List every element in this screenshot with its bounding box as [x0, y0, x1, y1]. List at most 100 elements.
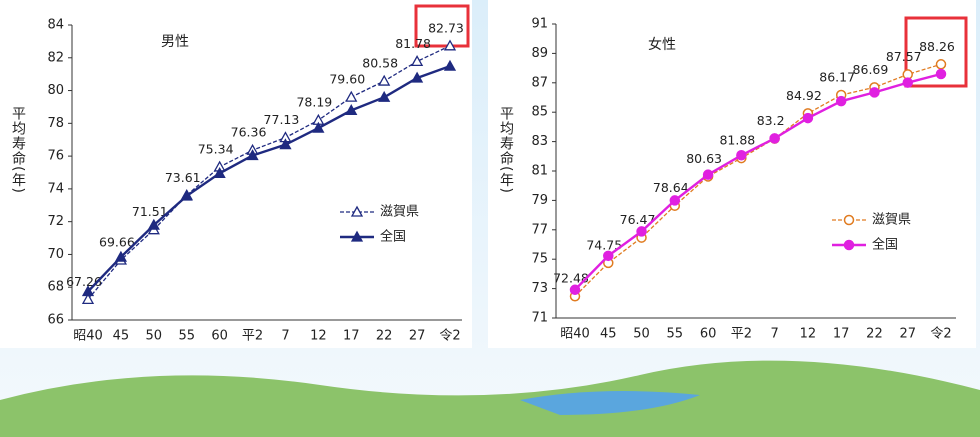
x-tick-label: 50: [633, 327, 650, 342]
data-point: [180, 189, 193, 201]
data-label: 76.36: [231, 125, 267, 140]
y-axis-title: 平均寿命(年): [10, 106, 26, 194]
data-label: 77.13: [264, 112, 300, 127]
y-tick-label: 72: [47, 214, 64, 229]
data-point: [81, 293, 95, 304]
legend-marker: [350, 230, 364, 242]
legend-label: 滋賀県: [380, 205, 419, 220]
x-tick-label: 7: [770, 327, 778, 342]
data-point: [769, 133, 780, 144]
panel: [0, 0, 472, 348]
highlight-box: [414, 4, 470, 48]
series-line: [574, 72, 942, 291]
data-label: 69.66: [99, 235, 135, 250]
data-point: [246, 149, 259, 161]
data-point: [81, 285, 95, 297]
y-tick-label: 75: [531, 252, 548, 267]
data-point: [902, 77, 913, 88]
x-tick-label: 平2: [731, 327, 752, 342]
data-point: [935, 59, 947, 70]
data-label: 78.64: [653, 180, 689, 195]
y-tick-label: 68: [47, 280, 64, 295]
legend-marker: [350, 205, 364, 217]
data-label: 83.2: [757, 113, 785, 128]
data-point: [378, 74, 391, 86]
data-point: [869, 87, 880, 98]
x-tick-label: 平2: [242, 329, 263, 344]
legend-marker: [843, 214, 855, 226]
y-tick-label: 73: [531, 281, 548, 296]
y-tick-label: 80: [47, 83, 64, 98]
chart-title: 男性: [161, 34, 189, 50]
x-tick-label: 27: [899, 327, 916, 342]
data-point: [669, 195, 681, 206]
data-label: 86.17: [819, 70, 855, 85]
data-point: [279, 138, 292, 150]
data-point: [378, 90, 391, 102]
x-tick-label: 令2: [439, 329, 460, 344]
y-tick-label: 91: [531, 17, 548, 32]
data-label: 86.69: [853, 62, 889, 77]
data-point: [835, 95, 847, 107]
x-tick-label: 7: [281, 329, 289, 344]
x-tick-label: 60: [700, 327, 717, 342]
legend-marker: [843, 239, 855, 251]
data-label: 75.34: [198, 141, 234, 156]
data-label: 76.47: [620, 212, 656, 227]
data-label: 71.51: [132, 204, 168, 219]
data-label: 80.58: [362, 56, 398, 71]
x-tick-label: 昭40: [560, 327, 590, 342]
x-tick-label: 27: [409, 329, 426, 344]
x-tick-label: 55: [667, 327, 684, 342]
y-tick-label: 84: [47, 18, 64, 33]
data-label: 74.75: [586, 237, 622, 252]
legend-label: 全国: [872, 237, 898, 253]
y-tick-label: 83: [531, 134, 548, 149]
data-point: [935, 68, 947, 80]
data-point: [345, 104, 358, 116]
x-tick-label: 令2: [930, 327, 951, 342]
data-label: 73.61: [165, 170, 201, 185]
data-point: [569, 284, 581, 296]
y-tick-label: 87: [531, 75, 548, 90]
data-label: 88.26: [919, 39, 955, 54]
x-tick-label: 昭40: [73, 329, 103, 344]
x-tick-label: 45: [113, 329, 130, 344]
y-tick-label: 76: [47, 149, 64, 164]
y-tick-label: 77: [531, 222, 548, 237]
series-line: [574, 63, 942, 297]
data-label: 82.73: [428, 20, 464, 35]
y-tick-label: 79: [531, 193, 548, 208]
lake: [520, 391, 700, 415]
hill: [0, 360, 980, 437]
data-point: [410, 55, 424, 67]
series-line: [87, 65, 451, 293]
series-line: [87, 45, 451, 300]
data-label: 78.19: [296, 95, 332, 110]
legend-label: 全国: [380, 229, 406, 245]
data-label: 72.48: [553, 271, 589, 286]
legend-label: 滋賀県: [872, 213, 911, 228]
data-point: [213, 166, 226, 178]
data-point: [114, 250, 128, 262]
x-tick-label: 22: [376, 329, 393, 344]
data-label: 79.60: [329, 72, 365, 87]
data-point: [802, 112, 814, 124]
data-point: [443, 59, 457, 71]
chart-title: 女性: [648, 36, 676, 53]
x-tick-label: 17: [343, 329, 360, 344]
data-point: [147, 218, 160, 230]
y-axis-title: 平均寿命(年): [498, 106, 514, 194]
y-tick-label: 85: [531, 105, 548, 120]
y-tick-label: 66: [47, 313, 64, 328]
data-label: 81.78: [395, 36, 431, 51]
data-label: 80.63: [686, 151, 722, 166]
y-tick-label: 78: [47, 116, 64, 131]
data-point: [702, 169, 714, 180]
panel: [488, 0, 976, 348]
y-tick-label: 81: [531, 164, 548, 179]
data-point: [636, 226, 647, 237]
x-tick-label: 60: [211, 329, 228, 344]
x-tick-label: 12: [310, 329, 327, 344]
data-point: [443, 39, 457, 51]
